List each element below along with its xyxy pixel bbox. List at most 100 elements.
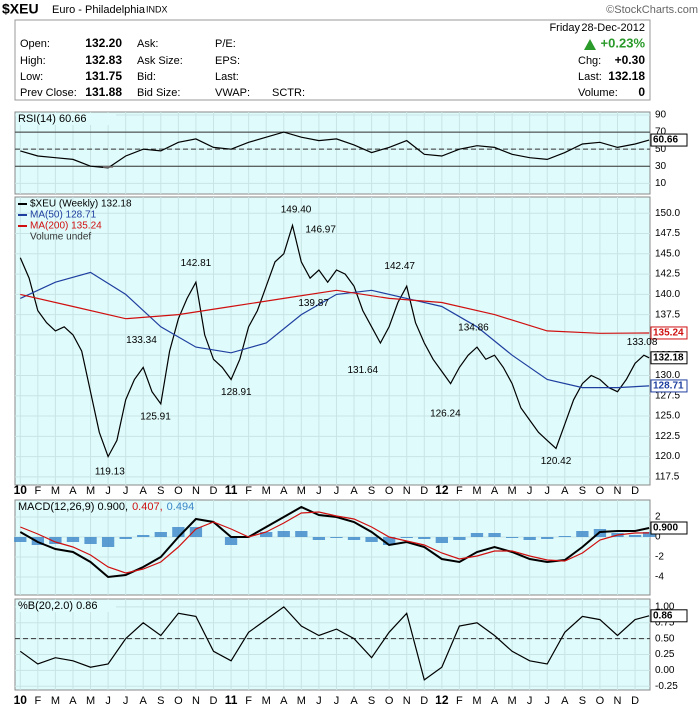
histogram-bar [137,535,150,537]
x-tick-label: J [316,485,322,497]
y-tick-label: 90 [655,110,667,121]
histogram-bar [66,537,80,542]
security-name: Euro - Philadelphia [52,4,146,16]
price-annotation: 133.34 [126,335,157,346]
x-tick-label: J [544,485,550,497]
panel-title: MACD(12,26,9) 0.900, 0.407, 0.494 [18,501,194,513]
histogram-bar [400,537,413,538]
x-tick-label: 12 [435,693,449,707]
panel-title: %B(20,2.0) 0.86 [18,600,98,612]
x-tick-label: M [51,695,60,707]
x-tick-label: J [316,695,322,707]
panel-title-part: 0.494 [167,501,195,513]
x-tick-label: M [86,485,95,497]
y-tick-label: 50 [655,144,667,155]
price-annotation: 134.86 [458,323,489,334]
x-tick-label: A [350,695,358,707]
x-tick-label: S [368,485,375,497]
price-annotation: 125.91 [140,411,171,422]
end-label-box [650,379,688,393]
histogram-bar [119,537,132,539]
y-tick-label: 137.5 [655,309,680,320]
y-tick-label: -2 [655,552,664,563]
x-tick-label: S [579,485,586,497]
x-tick-label: A [140,695,148,707]
price-annotation: 149.40 [281,205,312,216]
histogram-bar [576,531,589,537]
series-line [20,289,650,334]
x-tick-label: J [334,485,340,497]
change-pct: +0.23% [601,35,646,50]
up-arrow [584,39,596,50]
histogram-bar [365,537,378,542]
header: $XEU Euro - Philadelphia INDX ©StockChar… [2,1,698,101]
histogram-bar [277,531,290,537]
price-annotation: 133.08 [627,337,658,348]
x-tick-label: M [297,485,306,497]
x-tick-label: N [614,485,622,497]
x-tick-label: N [192,695,200,707]
y-tick-label: 30 [655,161,667,172]
panel-bg [14,111,651,195]
end-label: 0.900 [653,523,678,534]
quote-label: Last: [578,71,602,83]
x-tick-label: 10 [14,483,28,497]
histogram-bar [14,537,27,542]
series-line [19,223,650,459]
x-tick-label: A [140,485,148,497]
x-tick-label: F [456,695,463,707]
x-tick-label: J [105,485,111,497]
histogram-bar [312,537,326,540]
end-label-box [650,351,688,365]
legend-entry: $XEU (Weekly) 132.18 [30,199,132,210]
histogram-bar [470,533,484,537]
x-tick-label: A [561,695,569,707]
day: Friday [549,22,580,34]
y-tick-label: 147.5 [655,228,680,239]
y-tick-label: 0.00 [655,665,675,676]
legend-entry: MA(50) 128.71 [30,210,97,221]
x-tick-label: M [51,485,60,497]
x-tick-label: 11 [225,693,238,707]
quote-label: Bid: [137,71,156,83]
price-annotation: 142.81 [181,258,212,269]
y-tick-label: 117.5 [655,472,680,483]
quote-label: Ask Size: [137,55,183,67]
histogram-bar [189,527,203,537]
y-tick-label: 145.0 [655,248,680,259]
series-line [19,606,650,681]
y-tick-label: 140.0 [655,289,680,300]
end-label: 60.66 [653,135,678,146]
legend-entry: Volume undef [30,232,91,243]
oversold-shade [103,166,114,168]
panel-title-bg [16,600,116,612]
y-tick-label: 122.5 [655,431,680,442]
histogram-bar [435,537,448,543]
date: 28-Dec-2012 [581,22,645,34]
histogram-bar [453,537,466,540]
histogram-bar [49,537,62,544]
price-annotation: 120.42 [541,456,572,467]
x-tick-label: N [192,485,200,497]
end-label: 132.18 [653,352,684,363]
histogram-bar [84,537,97,544]
histogram-bar [628,535,642,537]
series-line [20,131,650,169]
quote-value: 0 [638,85,645,99]
quote-label: Prev Close: [20,87,77,99]
y-tick-label: 1.00 [655,602,675,613]
quote-label: Bid Size: [137,87,180,99]
panel-title-bg [16,113,116,125]
quote-label: Ask: [137,38,158,50]
x-tick-label: A [69,485,77,497]
x-tick-label: J [123,695,129,707]
y-tick-label: 127.5 [655,390,680,401]
x-tick-label: A [491,695,499,707]
price-annotation: 128.91 [221,387,252,398]
histogram-bar [260,532,273,537]
credit: ©StockCharts.com [606,4,698,16]
quote-value: 132.20 [85,36,122,50]
x-tick-label: A [69,695,77,707]
x-tick-label: O [385,695,394,707]
